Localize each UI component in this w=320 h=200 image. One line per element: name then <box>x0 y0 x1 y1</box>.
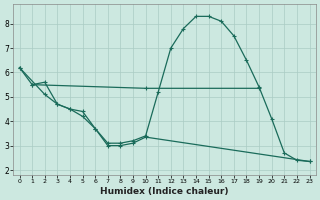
X-axis label: Humidex (Indice chaleur): Humidex (Indice chaleur) <box>100 187 229 196</box>
